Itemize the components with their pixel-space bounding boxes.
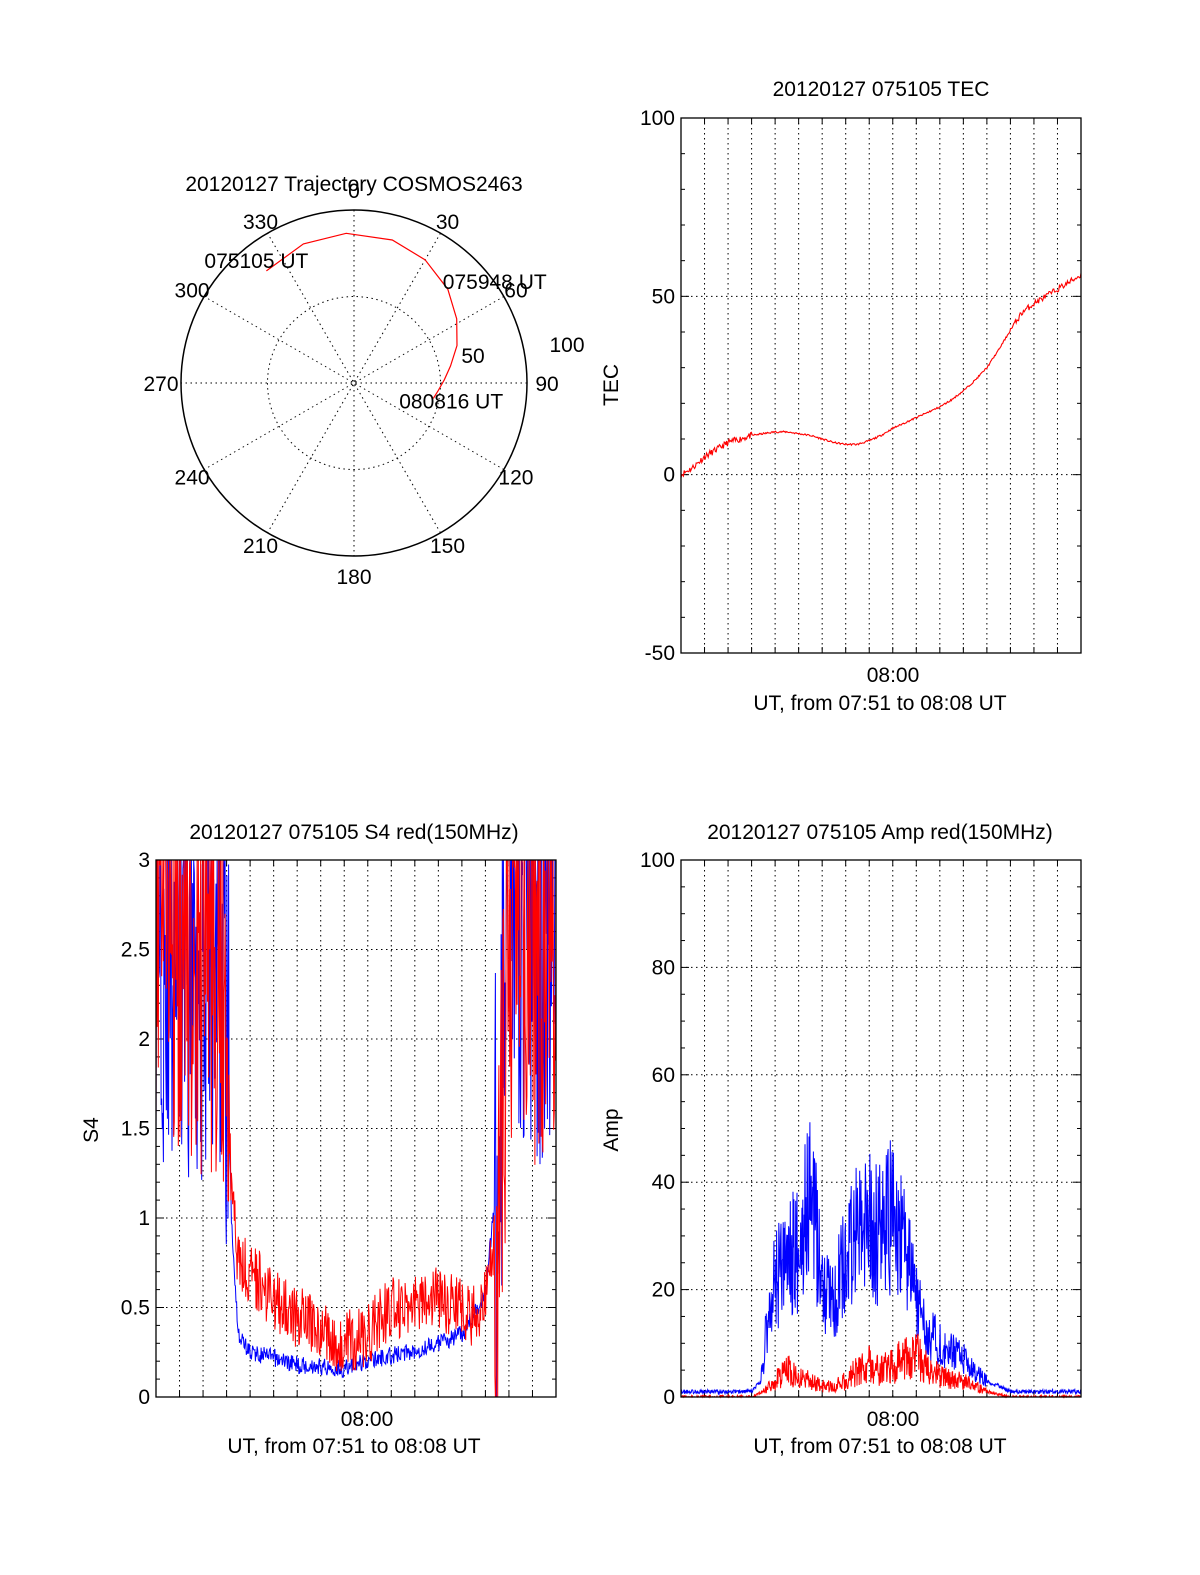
y-tick-label: 40 — [652, 1171, 675, 1194]
polar-outer-circle — [180, 209, 528, 557]
azimuth-label: 150 — [430, 535, 465, 558]
azimuth-label: 240 — [175, 467, 210, 490]
amp-title: 20120127 075105 Amp red(150MHz) — [707, 821, 1053, 844]
trajectory-annotation: 075105 UT — [204, 250, 308, 273]
series-line — [680, 1333, 1082, 1399]
y-tick-label: 2 — [138, 1028, 150, 1051]
tec-frame — [680, 117, 1082, 654]
s4-x-axis-label: UT, from 07:51 to 08:08 UT — [227, 1435, 480, 1458]
y-tick-label: 0.5 — [121, 1297, 150, 1320]
azimuth-label: 300 — [175, 280, 210, 303]
azimuth-label: 90 — [535, 373, 558, 396]
y-tick-label: 100 — [640, 849, 675, 872]
trajectory-annotations: 075105 UT 075948 UT 080816 UT — [204, 250, 546, 413]
trajectory-title: 20120127 Trajectory COSMOS2463 — [185, 173, 522, 196]
trajectory-panel: 20120127 Trajectory COSMOS2463 0 30 60 90 12… — [143, 173, 584, 589]
amp-x-axis-label: UT, from 07:51 to 08:08 UT — [753, 1435, 1006, 1458]
polar-spoke — [203, 296, 505, 470]
s4-y-axis-label: S4 — [80, 1117, 103, 1143]
trajectory-annotation: 080816 UT — [399, 390, 503, 413]
tec-y-axis-label: TEC — [600, 364, 623, 406]
y-tick-label: 20 — [652, 1279, 675, 1302]
tec-series — [680, 273, 1082, 479]
tec-y-tick-labels: -50 0 50 100 — [640, 107, 675, 665]
s4-frame — [155, 859, 557, 1398]
amp-x-tick-label: 08:00 — [867, 1408, 920, 1431]
azimuth-label: 270 — [143, 373, 178, 396]
y-tick-label: 1 — [138, 1207, 150, 1230]
y-tick-label: -50 — [645, 642, 675, 665]
polar-spoke — [203, 296, 505, 470]
series-line — [680, 1122, 1082, 1396]
s4-x-tick-label: 08:00 — [341, 1408, 394, 1431]
amp-frame — [680, 859, 1082, 1398]
amp-grid — [680, 859, 1082, 1398]
azimuth-label: 210 — [243, 535, 278, 558]
trajectory-track — [266, 232, 458, 399]
y-tick-label: 80 — [652, 956, 675, 979]
s4-title: 20120127 075105 S4 red(150MHz) — [189, 821, 518, 844]
tec-panel: 20120127 075105 TEC -50 0 50 100 08:00 UT, … — [600, 78, 1082, 715]
tec-x-tick-label: 08:00 — [867, 664, 920, 687]
trajectory-annotation: 075948 UT — [443, 271, 547, 294]
azimuth-label: 120 — [498, 467, 533, 490]
s4-panel: 20120127 075105 S4 red(150MHz) 0 0.5 1 1.5 2… — [80, 821, 557, 1458]
s4-y-tick-labels: 0 0.5 1 1.5 2 2.5 3 — [121, 849, 150, 1409]
polar-grid — [181, 210, 527, 556]
azimuth-label: 60 — [504, 280, 527, 303]
series-line — [680, 273, 1082, 479]
polar-spoke — [267, 232, 441, 534]
y-tick-label: 3 — [138, 849, 150, 872]
s4-series — [155, 859, 557, 1398]
radial-label: 100 — [549, 334, 584, 357]
y-tick-label: 2.5 — [121, 939, 150, 962]
y-tick-label: 100 — [640, 107, 675, 130]
tec-grid — [680, 117, 1082, 654]
polar-spoke — [267, 232, 441, 534]
radial-label: 50 — [461, 345, 484, 368]
series-line — [155, 859, 557, 1398]
amp-y-tick-labels: 0 20 40 60 80 100 — [640, 849, 675, 1409]
y-tick-label: 0 — [663, 1386, 675, 1409]
azimuth-label: 330 — [243, 211, 278, 234]
polar-ring-50 — [267, 296, 441, 470]
y-tick-label: 0 — [663, 464, 675, 487]
azimuth-label: 30 — [436, 211, 459, 234]
azimuth-label: 0 — [348, 180, 360, 203]
y-tick-label: 0 — [138, 1386, 150, 1409]
tec-x-axis-label: UT, from 07:51 to 08:08 UT — [753, 692, 1006, 715]
y-tick-label: 60 — [652, 1064, 675, 1087]
amp-panel: 20120127 075105 Amp red(150MHz) 0 20 40 60 8… — [600, 821, 1082, 1458]
radial-labels: 50 100 — [461, 334, 584, 368]
amp-series — [680, 1122, 1082, 1399]
azimuth-labels: 0 30 60 90 120 150 180 210 240 270 300 330 — [143, 180, 558, 589]
y-tick-label: 50 — [652, 285, 675, 308]
y-tick-label: 1.5 — [121, 1118, 150, 1141]
amp-y-axis-label: Amp — [600, 1108, 623, 1151]
azimuth-label: 180 — [336, 566, 371, 589]
tec-title: 20120127 075105 TEC — [773, 78, 990, 101]
